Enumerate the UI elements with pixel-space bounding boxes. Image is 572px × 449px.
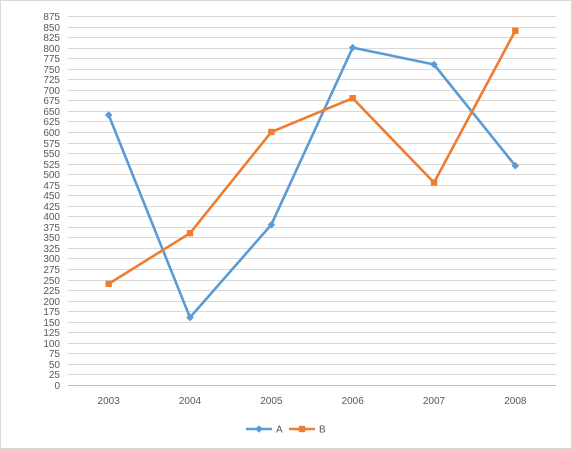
y-tick-label: 150	[43, 318, 60, 329]
x-tick-label: 2008	[504, 396, 527, 407]
y-tick-label: 700	[43, 86, 60, 97]
y-tick-label: 750	[43, 65, 60, 76]
y-tick-label: 250	[43, 276, 60, 287]
legend-marker	[298, 425, 306, 433]
y-tick-label: 600	[43, 128, 60, 139]
y-tick-label: 450	[43, 191, 60, 202]
data-point-b	[430, 179, 438, 186]
y-tick-label: 125	[43, 328, 60, 339]
y-tick-label: 725	[43, 75, 60, 86]
legend-item-a: A	[246, 425, 283, 436]
y-tick-label: 175	[43, 307, 60, 318]
y-tick-label: 825	[43, 33, 60, 44]
data-point-b	[186, 229, 194, 237]
y-tick-label: 275	[43, 265, 60, 276]
data-point-a	[511, 161, 520, 170]
series-lines	[104, 27, 520, 322]
y-tick-label: 550	[43, 149, 60, 160]
y-tick-label: 650	[43, 107, 60, 118]
y-tick-label: 200	[43, 297, 60, 308]
x-tick-label: 2003	[98, 396, 121, 407]
y-tick-label: 300	[43, 254, 60, 265]
data-point-b	[268, 128, 275, 136]
legend-marker	[255, 425, 263, 433]
data-point-a	[267, 220, 276, 229]
axes: 0255075100125150175200225250275300325350…	[43, 12, 556, 407]
y-tick-label: 25	[49, 370, 61, 381]
y-tick-label: 850	[43, 23, 60, 34]
x-tick-label: 2006	[342, 396, 365, 407]
x-tick-label: 2004	[179, 396, 202, 407]
data-point-b	[512, 27, 519, 34]
data-point-a	[186, 313, 194, 322]
legend-item-b: B	[289, 425, 326, 436]
data-point-b	[105, 280, 112, 287]
y-tick-label: 325	[43, 244, 60, 255]
x-tick-label: 2007	[423, 396, 446, 407]
gridlines	[68, 16, 556, 375]
y-tick-label: 375	[43, 223, 60, 234]
series-line-b	[107, 29, 517, 286]
y-tick-label: 800	[43, 44, 60, 55]
y-tick-label: 225	[43, 286, 60, 297]
y-tick-label: 625	[43, 117, 60, 128]
x-tick-label: 2005	[260, 396, 283, 407]
series-line-a	[107, 46, 517, 319]
y-tick-label: 100	[43, 339, 60, 350]
data-point-a	[104, 111, 113, 119]
y-tick-label: 50	[49, 360, 61, 371]
data-point-a	[430, 60, 438, 69]
legend-label: A	[276, 425, 283, 436]
y-tick-label: 500	[43, 170, 60, 181]
y-tick-label: 0	[54, 381, 60, 392]
y-tick-label: 400	[43, 212, 60, 223]
y-tick-label: 525	[43, 160, 60, 171]
y-tick-label: 475	[43, 181, 60, 192]
y-tick-label: 875	[43, 12, 60, 23]
y-tick-label: 75	[49, 349, 61, 360]
y-tick-label: 775	[43, 54, 60, 65]
y-tick-label: 575	[43, 139, 60, 150]
data-point-b	[349, 95, 356, 102]
y-tick-label: 425	[43, 202, 60, 213]
y-tick-label: 350	[43, 233, 60, 244]
data-point-a	[348, 43, 357, 52]
legend-label: B	[319, 425, 326, 436]
y-tick-label: 675	[43, 96, 60, 107]
